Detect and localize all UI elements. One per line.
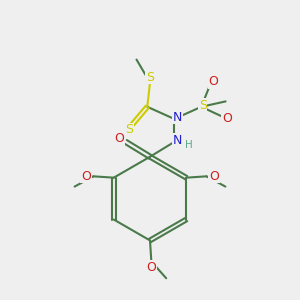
Text: O: O bbox=[222, 112, 232, 125]
Text: S: S bbox=[146, 70, 154, 84]
Text: O: O bbox=[146, 261, 156, 274]
Text: N: N bbox=[173, 111, 182, 124]
Text: O: O bbox=[81, 170, 91, 183]
Text: O: O bbox=[208, 75, 218, 88]
Text: O: O bbox=[209, 170, 219, 183]
Text: S: S bbox=[199, 99, 207, 112]
Text: S: S bbox=[125, 123, 133, 136]
Text: O: O bbox=[114, 132, 124, 145]
Text: H: H bbox=[185, 140, 193, 150]
Text: N: N bbox=[173, 134, 182, 147]
